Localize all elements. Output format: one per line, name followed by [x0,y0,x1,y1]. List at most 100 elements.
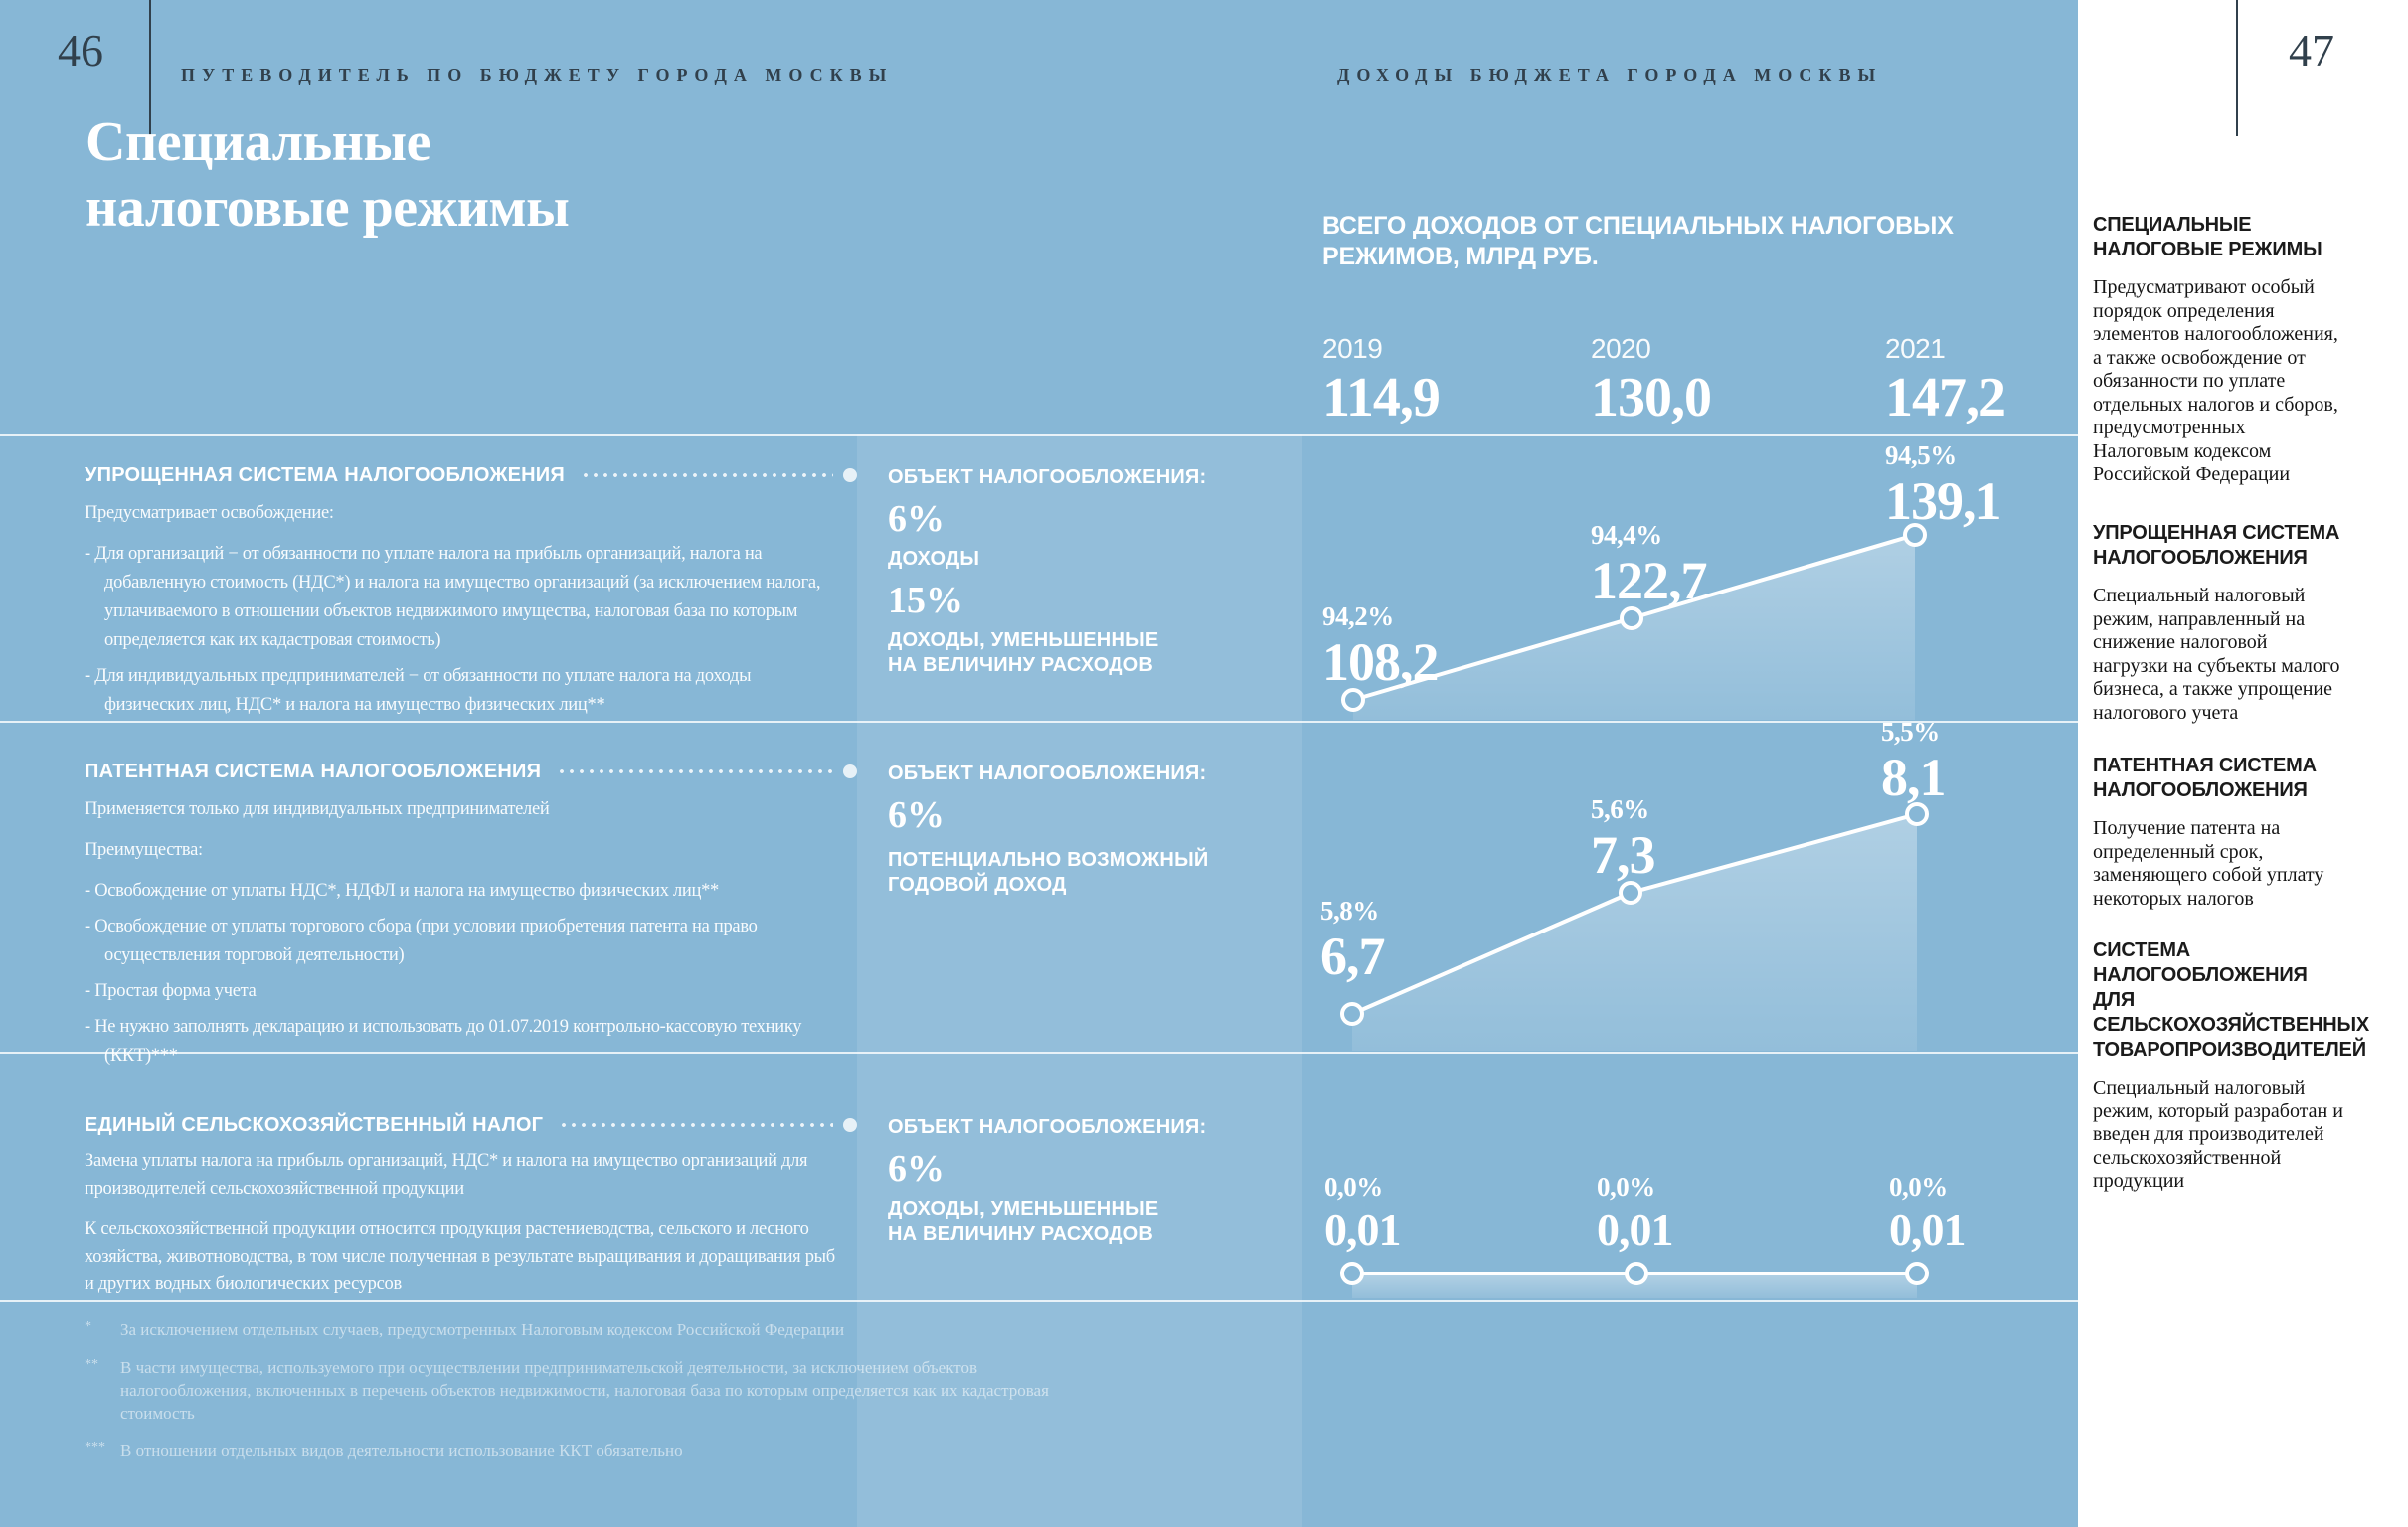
section-divider [0,721,2078,723]
sidebar-heading: ПАТЕНТНАЯ СИСТЕМА НАЛОГООБЛОЖЕНИЯ [2093,755,2317,801]
running-head-left: ПУТЕВОДИТЕЛЬ ПО БЮДЖЕТУ ГОРОДА МОСКВЫ [181,65,894,85]
totals-title-line2: РЕЖИМОВ, МЛРД РУБ. [1322,243,1599,270]
bullet-item: Освобождение от уплаты НДС*, НДФЛ и нало… [85,877,842,906]
patent-point-2019: 5,8% 6,7 [1320,896,1385,986]
left-page: 46 ПУТЕВОДИТЕЛЬ ПО БЮДЖЕТУ ГОРОДА МОСКВЫ… [0,0,2078,1527]
eshn-point-2021: 0,0% 0,01 [1889,1173,1966,1253]
rate-base-line2: ГОДОВОЙ ДОХОД [888,874,1067,896]
section-divider [0,1300,2078,1302]
sidebar-heading: УПРОЩЕННАЯ СИСТЕМА НАЛОГООБЛОЖЕНИЯ [2093,522,2340,569]
section-divider [0,1052,2078,1054]
rate-value: 6% [888,794,945,836]
total-2019: 2019 114,9 [1322,333,1441,428]
page-title-line1: Специальные [86,111,430,173]
rate-base: ПОТЕНЦИАЛЬНО ВОЗМОЖНЫЙ ГОДОВОЙ ДОХОД [888,848,1290,898]
total-year: 2021 [1885,333,1946,364]
usn-point-2021: 94,5% 139,1 [1885,441,2001,531]
total-value: 114,9 [1322,367,1441,428]
section-paragraph: Замена уплаты налога на прибыль организа… [85,1151,808,1199]
patent-marker-2021 [1905,802,1929,826]
running-head-right: ДОХОДЫ БЮДЖЕТА ГОРОДА МОСКВЫ [1337,65,1883,85]
totals-title: ВСЕГО ДОХОДОВ ОТ СПЕЦИАЛЬНЫХ НАЛОГОВЫХ РЕ… [1322,211,1954,272]
point-value: 139,1 [1885,471,2001,531]
patent-marker-2019 [1340,1002,1364,1026]
bullet-item: Освобождение от уплаты торгового сбора (… [85,913,842,970]
rate-base: ДОХОДЫ, УМЕНЬШЕННЫЕ НА ВЕЛИЧИНУ РАСХОДОВ [888,1197,1290,1247]
rate-base: ДОХОДЫ, УМЕНЬШЕННЫЕ НА ВЕЛИЧИНУ РАСХОДОВ [888,628,1290,678]
header-rule-left [149,0,151,136]
point-percent: 5,8% [1320,896,1379,926]
section-heading-usn: УПРОЩЕННАЯ СИСТЕМА НАЛОГООБЛОЖЕНИЯ [85,463,857,487]
section-heading-patent: ПАТЕНТНАЯ СИСТЕМА НАЛОГООБЛОЖЕНИЯ [85,760,857,783]
sidebar-block-patent: ПАТЕНТНАЯ СИСТЕМА НАЛОГООБЛОЖЕНИЯ Получе… [2093,754,2343,911]
eshn-marker-2020 [1625,1262,1648,1285]
sidebar-text: Специальный налоговый режим, направленны… [2093,585,2340,724]
section-heading-text: ЕДИНЫЙ СЕЛЬСКОХОЗЯЙСТВЕННЫЙ НАЛОГ [85,1114,544,1136]
section-subtitle: Преимущества: [85,840,203,860]
tax-object-usn: ОБЪЕКТ НАЛОГООБЛОЖЕНИЯ: 6% ДОХОДЫ 15% ДО… [888,465,1290,678]
page-title: Специальные налоговые режимы [86,109,570,241]
object-label: ОБЪЕКТ НАЛОГООБЛОЖЕНИЯ: [888,1116,1207,1138]
footnote-marker: ** [85,1357,98,1372]
sidebar-heading: СИСТЕМА НАЛОГООБЛОЖЕНИЯ ДЛЯ СЕЛЬСКОХОЗЯЙ… [2093,939,2370,1061]
point-percent: 5,6% [1591,794,1649,824]
page-number-left: 46 [58,25,103,76]
point-value: 0,01 [1324,1204,1401,1255]
eshn-chart [1340,1262,1929,1298]
footnote: *** В отношении отдельных видов деятельн… [85,1440,1089,1462]
totals-title-line1: ВСЕГО ДОХОДОВ ОТ СПЕЦИАЛЬНЫХ НАЛОГОВЫХ [1322,212,1954,240]
rate-base: ДОХОДЫ [888,548,980,570]
point-percent: 5,5% [1881,717,1940,747]
eshn-point-2019: 0,0% 0,01 [1324,1173,1401,1253]
rate-base-line1: ДОХОДЫ, УМЕНЬШЕННЫЕ [888,1198,1159,1220]
page-number-right: 47 [2289,25,2334,76]
rate-base-line1: ДОХОДЫ, УМЕНЬШЕННЫЕ [888,629,1159,651]
bullet-item: Не нужно заполнять декларацию и использо… [85,1013,842,1071]
bullet-item: Простая форма учета [85,977,842,1006]
footnote-marker: * [85,1319,91,1334]
bullet-item: Для организаций − от обязанности по упла… [85,540,842,655]
rate-base-line2: НА ВЕЛИЧИНУ РАСХОДОВ [888,1223,1154,1245]
total-value: 147,2 [1885,367,2006,428]
tax-object-eshn: ОБЪЕКТ НАЛОГООБЛОЖЕНИЯ: 6% ДОХОДЫ, УМЕНЬ… [888,1115,1290,1247]
section-paragraph: К сельскохозяйственной продукции относит… [85,1219,835,1294]
dotted-leader [557,768,833,774]
header-rule-right [2236,0,2238,136]
footnote-text: В части имущества, используемого при осу… [120,1358,1049,1423]
point-value: 122,7 [1591,551,1707,610]
dotted-leader [559,1122,833,1128]
patent-point-2021: 5,5% 8,1 [1881,717,1946,804]
total-2020: 2020 130,0 [1591,334,1712,428]
point-value: 6,7 [1320,927,1385,986]
usn-marker-2020 [1620,606,1643,630]
section-body-patent: Применяется только для индивидуальных пр… [85,795,842,1078]
section-intro: Применяется только для индивидуальных пр… [85,799,550,819]
point-percent: 0,0% [1324,1172,1383,1202]
rate-value: 6% [888,498,945,540]
eshn-point-2020: 0,0% 0,01 [1597,1173,1673,1253]
rate-value: 6% [888,1148,945,1190]
total-year: 2019 [1322,333,1383,364]
usn-point-2019: 94,2% 108,2 [1322,601,1439,692]
rate-base-line1: ПОТЕНЦИАЛЬНО ВОЗМОЖНЫЙ [888,849,1209,871]
point-percent: 94,2% [1322,601,1394,631]
section-body-usn: Предусматривает освобождение: Для органи… [85,499,842,727]
eshn-marker-2021 [1905,1262,1929,1285]
section-heading-eshn: ЕДИНЫЙ СЕЛЬСКОХОЗЯЙСТВЕННЫЙ НАЛОГ [85,1113,857,1137]
footnote: ** В части имущества, используемого при … [85,1356,1089,1425]
usn-point-2020: 94,4% 122,7 [1591,521,1707,610]
eshn-marker-2019 [1340,1262,1364,1285]
sidebar-block-usn: УПРОЩЕННАЯ СИСТЕМА НАЛОГООБЛОЖЕНИЯ Специ… [2093,521,2343,725]
point-percent: 0,0% [1889,1172,1948,1202]
point-value: 108,2 [1322,632,1439,692]
section-intro: Предусматривает освобождение: [85,503,334,523]
bullet-list: Для организаций − от обязанности по упла… [85,540,842,720]
footnotes: * За исключением отдельных случаев, пред… [85,1318,1089,1477]
sidebar-heading: СПЕЦИАЛЬНЫЕ НАЛОГОВЫЕ РЕЖИМЫ [2093,214,2322,260]
leader-dot-icon [843,1118,857,1132]
section-heading-text: УПРОЩЕННАЯ СИСТЕМА НАЛОГООБЛОЖЕНИЯ [85,464,565,486]
section-divider [0,434,2078,436]
sidebar-text: Получение патента на определенный срок, … [2093,817,2324,910]
patent-marker-2020 [1619,881,1642,905]
rate-value: 15% [888,580,963,621]
